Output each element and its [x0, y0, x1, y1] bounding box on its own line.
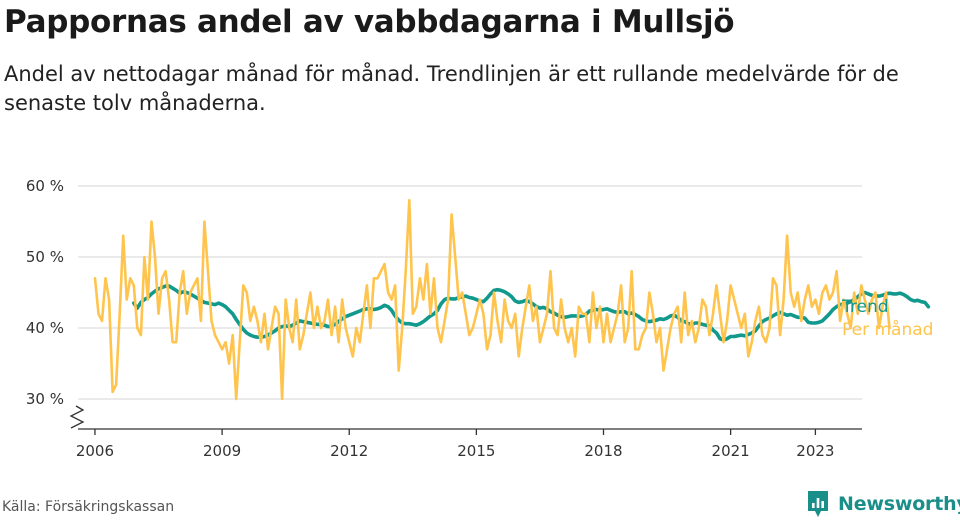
- x-tick-label: 2012: [330, 442, 368, 460]
- legend-label-monthly: Per månad: [842, 319, 933, 340]
- y-tick-label: 40 %: [26, 319, 64, 337]
- chart-title: Pappornas andel av vabbdagarna i Mullsjö: [4, 4, 735, 40]
- x-tick-label: 2018: [584, 442, 622, 460]
- newsworthy-logo-icon: [808, 491, 828, 517]
- x-tick-label: 2015: [457, 442, 495, 460]
- monthly-line: [93, 198, 891, 401]
- y-tick-label: 50 %: [26, 248, 64, 266]
- legend-label-trend: Trend: [841, 297, 889, 317]
- axes: 30 % 40 % 50 % 60 % 2006 2009 2012 2015 2018 2021…: [26, 177, 862, 460]
- chart-subtitle: Andel av nettodagar månad för månad. Tre…: [4, 62, 899, 115]
- series-lines: [93, 198, 931, 401]
- brand-name: Newsworthy: [838, 493, 960, 515]
- y-tick-label: 60 %: [26, 177, 64, 195]
- line-chart: 30 % 40 % 50 % 60 % 2006 2009 2012 2015 2018 2021…: [26, 177, 934, 460]
- x-tick-label: 2006: [76, 442, 114, 460]
- axis-break-icon: [69, 405, 85, 429]
- x-tick-label: 2023: [796, 442, 834, 460]
- y-tick-label: 30 %: [26, 390, 64, 408]
- grid-lines: [78, 185, 862, 400]
- x-tick-label: 2009: [203, 442, 241, 460]
- x-tick-label: 2021: [712, 442, 750, 460]
- source-note: Källa: Försäkringskassan: [2, 499, 175, 515]
- brand-logo[interactable]: Newsworthy: [806, 489, 960, 519]
